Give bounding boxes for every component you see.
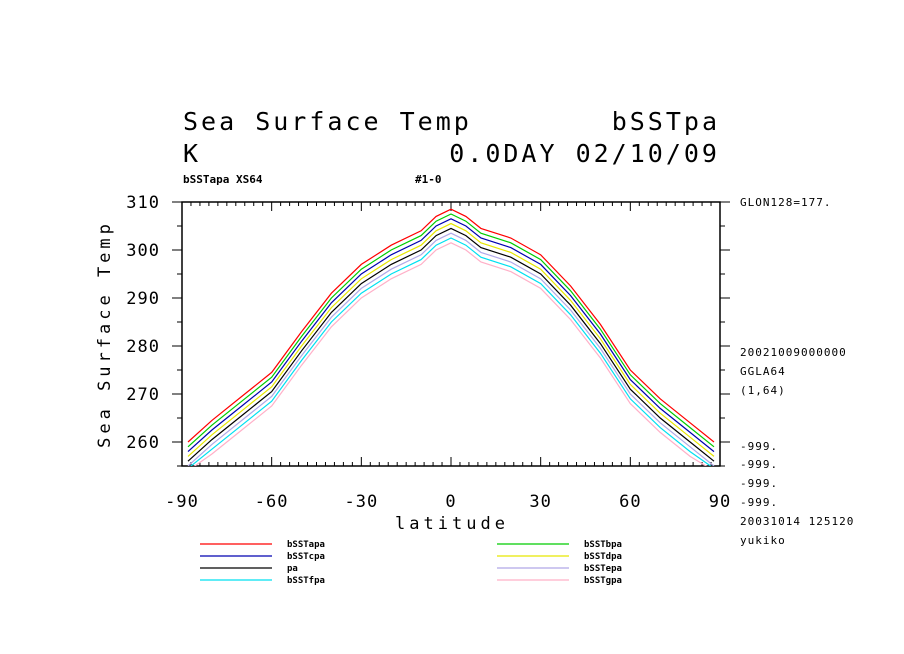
legend-label-bSSTepa: bSSTepa	[584, 564, 622, 574]
legend-label-bSSTapa: bSSTapa	[287, 540, 325, 550]
legend-label-bSSTfpa: bSSTfpa	[287, 576, 325, 586]
x-axis-label: latitude	[395, 514, 509, 534]
legend-label-bSSTbpa: bSSTbpa	[584, 540, 622, 550]
date-info: 20021009000000	[740, 346, 847, 359]
y-tick-label: 260	[126, 433, 160, 453]
series-line-bSSTdpa	[187, 222, 715, 457]
legend-label-bSSTcpa: bSSTcpa	[287, 552, 325, 562]
grid-info: GGLA64	[740, 365, 786, 378]
series-line-bSSTfpa	[190, 237, 712, 466]
series-line-bSSTcpa	[187, 218, 715, 453]
unit-label: K	[183, 139, 201, 168]
lon-info: GLON128=177.	[740, 196, 831, 209]
x-tick-label: 0	[445, 492, 456, 512]
y-tick-label: 290	[126, 289, 160, 309]
y-tick-label: 280	[126, 337, 160, 357]
undef-info-3: -999.	[740, 477, 778, 490]
x-tick-label: -90	[165, 492, 199, 512]
legend: bSSTapa bSSTcpa pa bSSTfpa bSSTbpa bSSTdpa bSS…	[200, 540, 622, 586]
y-tick-label: 310	[126, 193, 160, 213]
created-info: 20031014 125120	[740, 515, 854, 528]
sub-left-label: bSSTapa XS64	[183, 173, 263, 186]
x-tick-label: -30	[344, 492, 378, 512]
x-tick-label: 90	[709, 492, 731, 512]
series-group	[187, 208, 715, 466]
sub-mid-label: #1-0	[415, 173, 442, 186]
y-axis-label: Sea Surface Temp	[95, 220, 115, 448]
variable-name: bSSTpa	[612, 107, 720, 136]
axis-ticks	[172, 201, 730, 467]
tick-labels: -90 -60 -30 0 30 60 90 260 270 280 290 300 310	[126, 193, 731, 512]
series-line-bSSTapa	[187, 208, 715, 443]
undef-info-2: -999.	[740, 458, 778, 471]
range-info: (1,64)	[740, 384, 786, 397]
time-label: 0.0DAY 02/10/09	[449, 139, 720, 168]
user-info: yukiko	[740, 534, 786, 547]
plot-frame	[181, 201, 721, 467]
legend-label-bSSTgpa: bSSTgpa	[584, 576, 622, 586]
x-tick-label: -60	[255, 492, 289, 512]
x-tick-label: 60	[619, 492, 641, 512]
legend-label-pa: pa	[287, 564, 298, 574]
undef-info-1: -999.	[740, 440, 778, 453]
undef-info-4: -999.	[740, 496, 778, 509]
series-line-bSSTgpa	[193, 242, 708, 466]
series-line-bSSTepa	[187, 232, 715, 466]
series-line-bSSTbpa	[187, 213, 715, 448]
chart-title: Sea Surface Temp	[183, 107, 472, 136]
y-tick-label: 300	[126, 241, 160, 261]
x-tick-label: 30	[529, 492, 551, 512]
legend-label-bSSTdpa: bSSTdpa	[584, 552, 622, 562]
y-tick-label: 270	[126, 385, 160, 405]
series-line-pa	[187, 227, 715, 462]
